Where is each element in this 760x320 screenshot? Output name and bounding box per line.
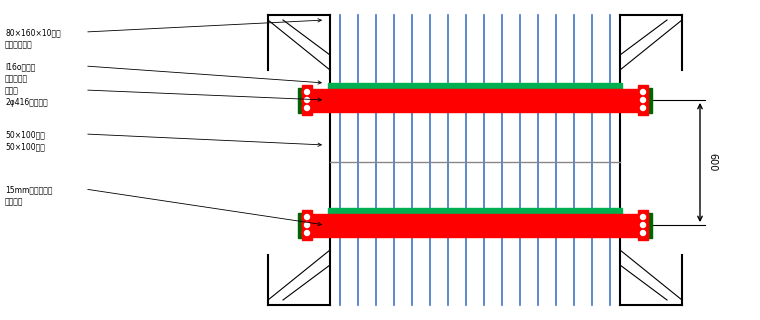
Text: 50×100方木: 50×100方木 [5, 142, 45, 151]
Circle shape [638, 212, 648, 222]
Text: 2φ416对拉螺栓: 2φ416对拉螺栓 [5, 98, 48, 107]
Circle shape [641, 230, 645, 236]
Bar [328, 83, 622, 91]
Circle shape [305, 90, 309, 94]
Bar [638, 85, 648, 115]
Bar [302, 210, 312, 240]
Bar [302, 214, 648, 221]
Circle shape [302, 212, 312, 222]
Bar [302, 89, 648, 96]
Circle shape [302, 95, 312, 105]
Text: 配备双纲筒: 配备双纲筒 [5, 74, 28, 83]
Bar [302, 222, 648, 229]
Text: 平坠片: 平坠片 [5, 86, 19, 95]
Text: I16o工字邉: I16o工字邉 [5, 62, 36, 71]
Circle shape [305, 222, 309, 228]
Circle shape [641, 98, 645, 102]
Circle shape [641, 214, 645, 220]
Bar [644, 87, 652, 113]
Circle shape [638, 87, 648, 97]
Circle shape [638, 95, 648, 105]
Text: 80×160×10钓板: 80×160×10钓板 [5, 28, 61, 37]
Bar [302, 230, 648, 237]
Circle shape [638, 220, 648, 230]
Circle shape [638, 103, 648, 113]
Bar [302, 97, 648, 104]
Bar [298, 87, 306, 113]
Bar [644, 212, 652, 237]
Bar [298, 212, 306, 237]
Bar [328, 96, 622, 104]
Circle shape [305, 230, 309, 236]
Bar [638, 210, 648, 240]
Bar [302, 105, 648, 112]
Circle shape [302, 228, 312, 238]
Text: 50×100方木: 50×100方木 [5, 130, 45, 139]
Circle shape [302, 87, 312, 97]
Text: 多层合板: 多层合板 [5, 197, 24, 206]
Circle shape [305, 106, 309, 110]
Circle shape [305, 214, 309, 220]
Circle shape [638, 228, 648, 238]
Bar [302, 85, 312, 115]
Circle shape [302, 103, 312, 113]
Circle shape [305, 98, 309, 102]
Circle shape [641, 90, 645, 94]
Text: 与工字钉连接: 与工字钉连接 [5, 40, 33, 49]
Circle shape [641, 222, 645, 228]
Text: 15mm厘双面覆膜: 15mm厘双面覆膜 [5, 185, 52, 194]
Text: 600: 600 [707, 153, 717, 172]
Circle shape [641, 106, 645, 110]
Circle shape [302, 220, 312, 230]
Bar [328, 221, 622, 229]
Bar [328, 208, 622, 216]
